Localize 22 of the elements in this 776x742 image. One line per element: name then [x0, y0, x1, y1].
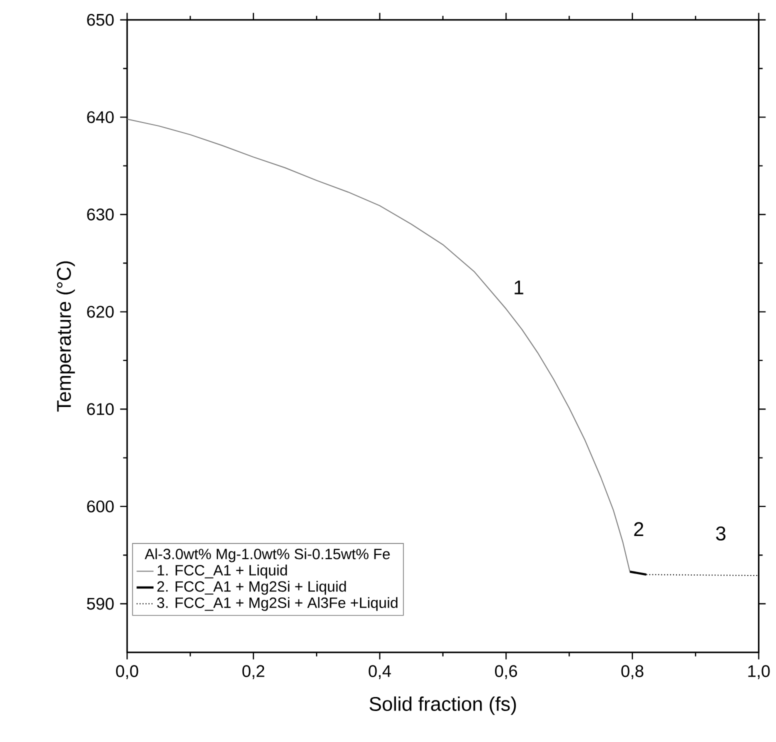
y-tick-label: 640: [87, 111, 114, 124]
annotation: 1: [514, 280, 524, 294]
x-tick-label: 0,2: [242, 665, 264, 680]
x-tick-label: 0,0: [116, 665, 138, 680]
y-tick-label: 650: [87, 14, 114, 26]
x-tick-label: 0,8: [621, 665, 644, 680]
y-axis-title: Temperature (°C): [56, 262, 75, 412]
y-tick-label: 620: [87, 306, 114, 318]
y-tick-label: 630: [87, 208, 114, 221]
y-tick-label: 590: [86, 598, 114, 610]
y-tick-label: 610: [87, 403, 114, 416]
x-tick-label: 0,4: [368, 665, 391, 680]
legend-label: 3. FCC_A1 + Mg2Si + Al3Fe +Liquid: [157, 597, 398, 612]
annotation: 3: [716, 526, 726, 541]
annotation: 2: [634, 522, 644, 536]
legend-title: Al-3.0wt% Mg-1.0wt% Si-0.15wt% Fe: [144, 548, 390, 562]
y-tick-label: 600: [87, 500, 114, 512]
legend-label: 1. FCC_A1 + Liquid: [158, 564, 287, 579]
legend-label: 2. FCC_A1 + Mg2Si + Liquid: [157, 580, 346, 595]
x-tick-label: 1,0: [748, 665, 770, 680]
x-tick-label: 0,6: [495, 665, 518, 680]
x-axis-title: Solid fraction (fs): [370, 696, 516, 715]
